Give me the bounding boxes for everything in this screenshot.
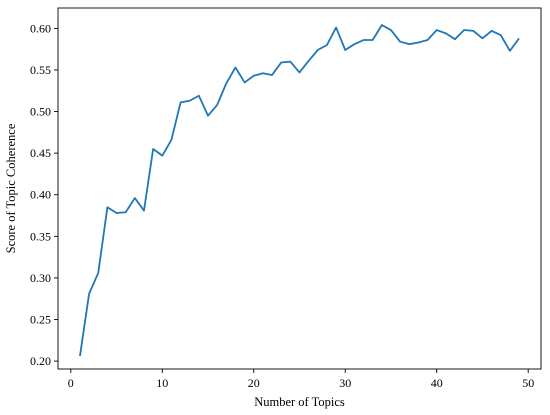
y-axis: 0.20 0.25 0.30 0.35 0.40 0.45 0.50 0.55 0.60 <box>30 21 58 368</box>
x-tick-label: 20 <box>248 376 260 390</box>
x-axis-label: Number of Topics <box>254 395 345 409</box>
y-tick-label: 0.50 <box>30 105 51 119</box>
x-tick-label: 50 <box>522 376 534 390</box>
y-tick-label: 0.20 <box>30 354 51 368</box>
x-tick-label: 30 <box>339 376 351 390</box>
x-axis: 0 10 20 30 40 50 <box>68 369 534 390</box>
y-tick-label: 0.55 <box>30 63 51 77</box>
y-axis-label: Score of Topic Coherence <box>4 123 18 253</box>
y-tick-label: 0.30 <box>30 271 51 285</box>
x-tick-label: 40 <box>431 376 443 390</box>
plot-area <box>79 24 520 357</box>
plot-frame <box>57 7 542 370</box>
series-line <box>79 24 520 357</box>
y-tick-label: 0.45 <box>30 146 51 160</box>
x-tick-label: 0 <box>68 376 74 390</box>
y-tick-label: 0.25 <box>30 313 51 327</box>
x-tick-label: 10 <box>156 376 168 390</box>
y-tick-label: 0.60 <box>30 21 51 35</box>
y-tick-label: 0.40 <box>30 188 51 202</box>
y-tick-label: 0.35 <box>30 229 51 243</box>
